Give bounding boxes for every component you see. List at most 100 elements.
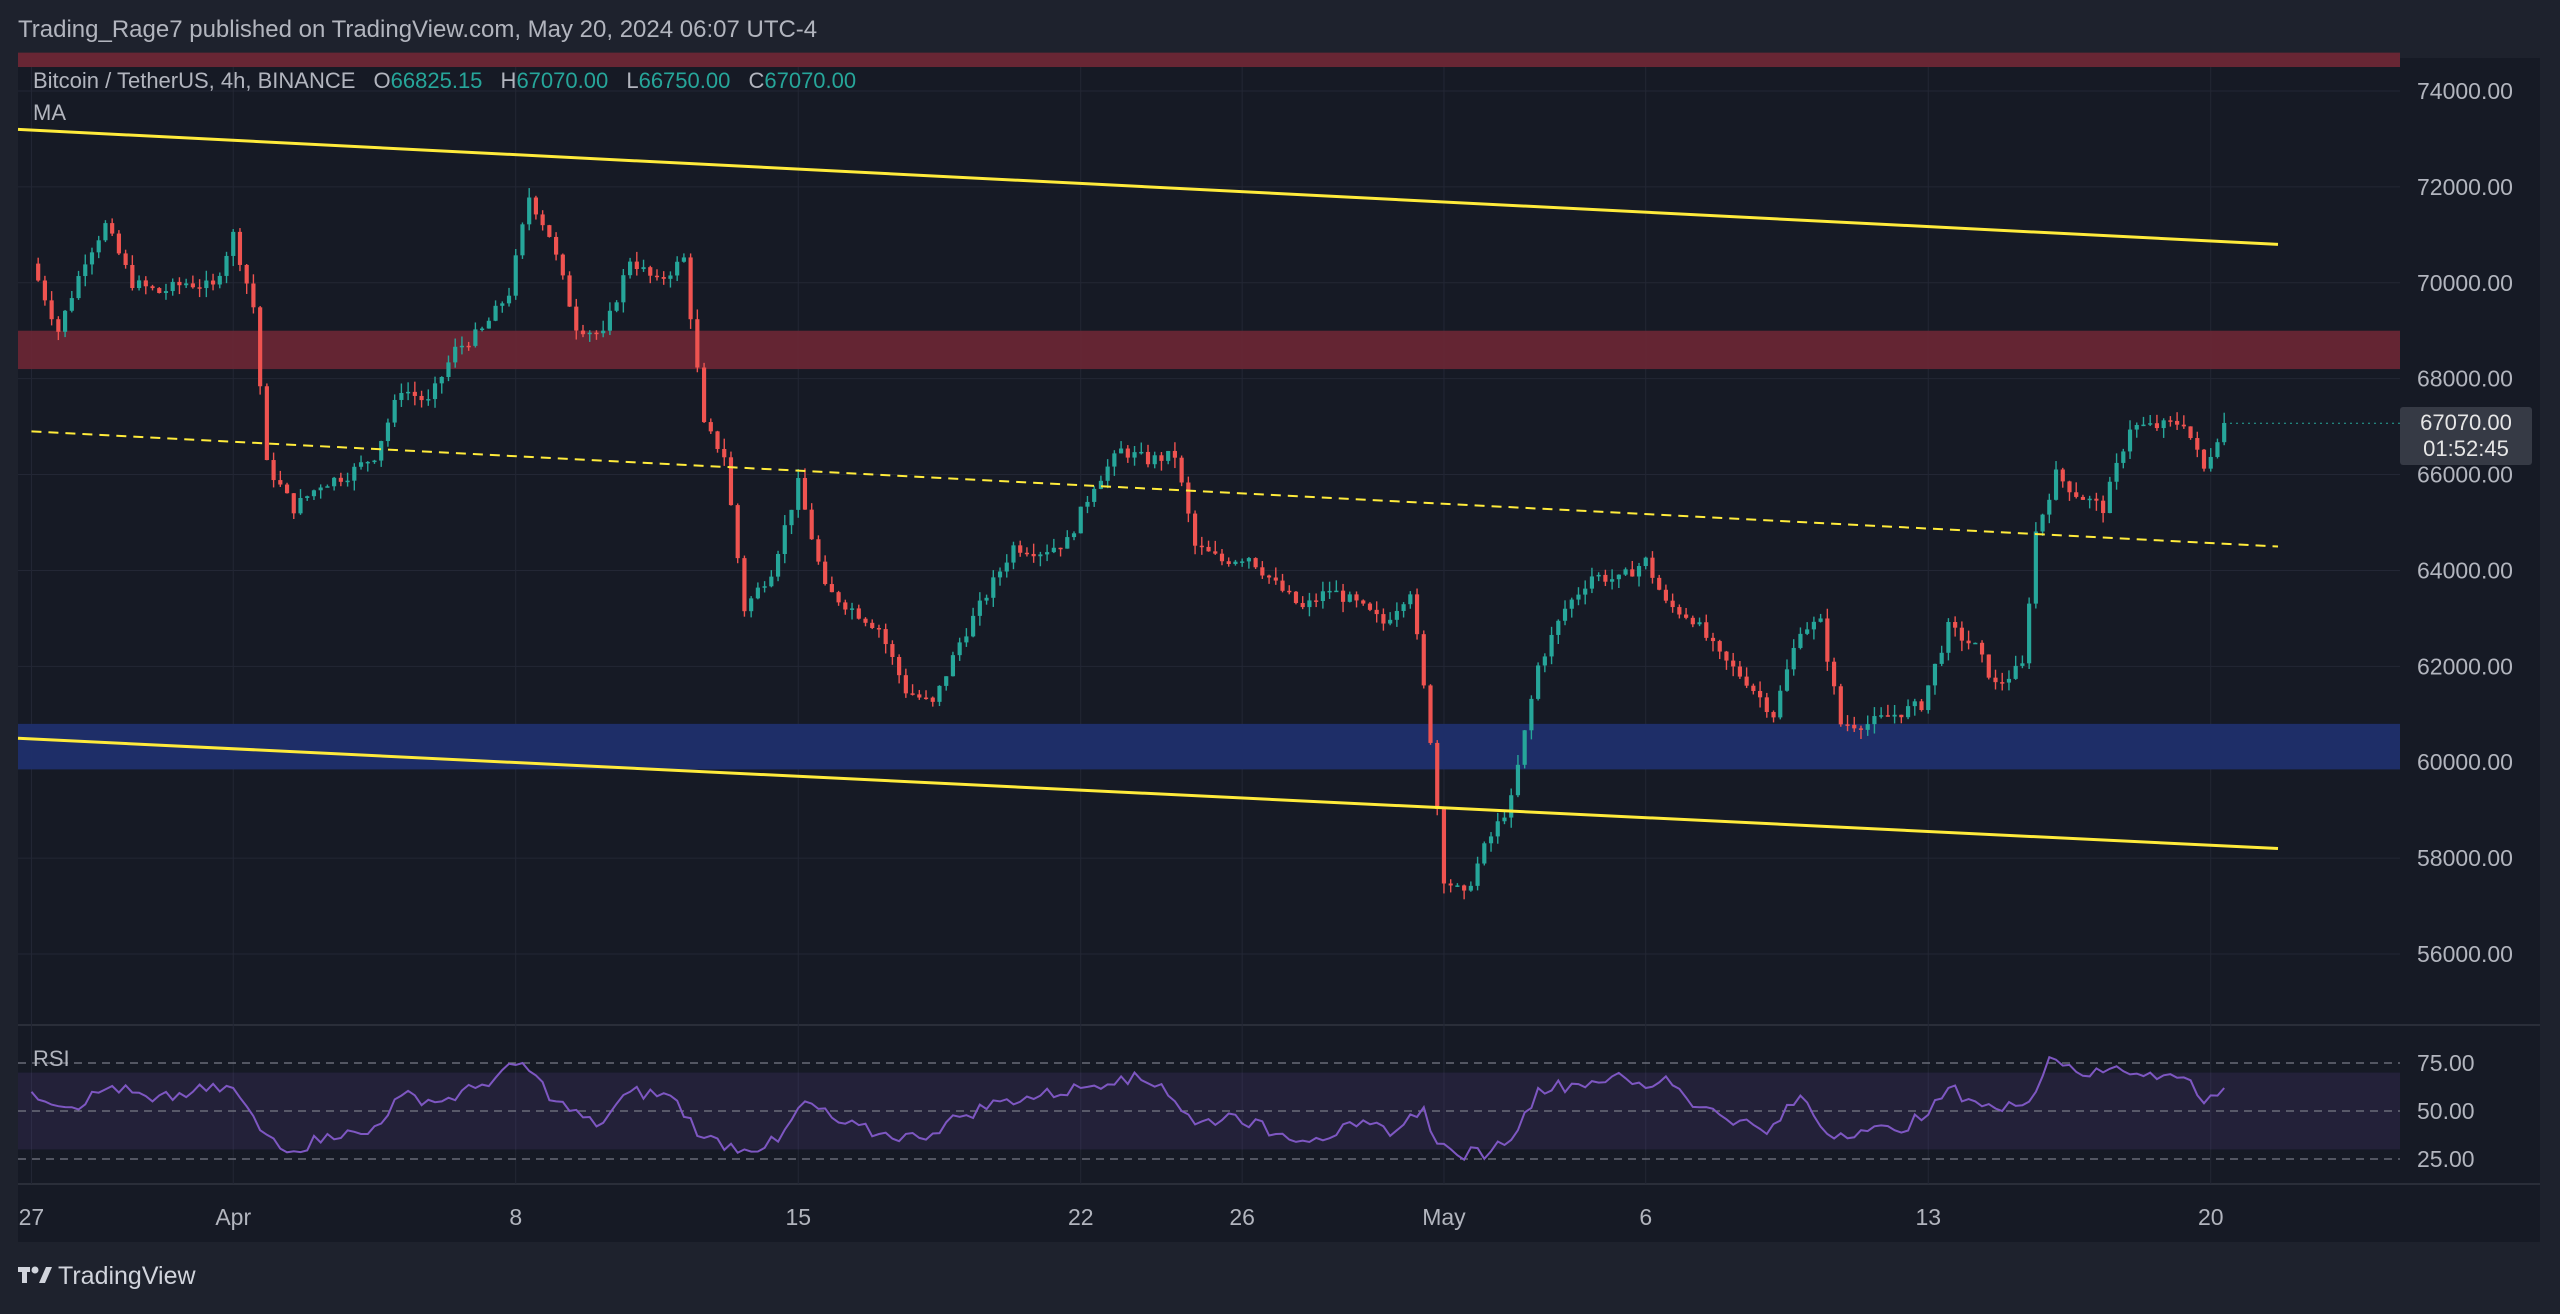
candle-body	[1233, 561, 1238, 565]
candle-body	[1966, 640, 1971, 644]
candle-body	[338, 477, 343, 482]
tradingview-logo[interactable]: TradingView	[18, 1262, 197, 1290]
candle-body	[210, 280, 216, 285]
candle-body	[997, 571, 1003, 578]
candle-body	[1240, 561, 1245, 563]
candle-body	[1482, 843, 1487, 864]
candle-body	[675, 261, 680, 276]
candle-body	[1979, 642, 1985, 655]
candle-body	[493, 305, 498, 321]
candle-body	[1959, 627, 1964, 641]
candle-body	[1381, 614, 1386, 624]
candle-body	[1670, 600, 1675, 608]
time-axis-tick: Apr	[215, 1204, 251, 1230]
candle-body	[1078, 506, 1083, 534]
candle-body	[1684, 614, 1689, 618]
candle-body	[204, 280, 209, 289]
candle-body	[325, 486, 330, 488]
candle-body	[2127, 429, 2133, 452]
candle-body	[849, 608, 855, 610]
candle-body	[372, 460, 377, 463]
candle-body	[110, 223, 115, 234]
candle-body	[1401, 604, 1406, 611]
candle-body	[1132, 452, 1137, 458]
candle-body	[1556, 620, 1561, 635]
candle-body	[2181, 424, 2186, 427]
tradingview-logo-icon	[18, 1266, 52, 1283]
candle-body	[1764, 697, 1769, 713]
candle-body	[2121, 451, 2126, 463]
candle-body	[1805, 629, 1810, 634]
candle-body	[177, 281, 182, 286]
candle-body	[473, 329, 478, 346]
candle-body	[1636, 566, 1642, 577]
candle-body	[244, 264, 249, 284]
candle-body	[89, 252, 95, 265]
candle-body	[500, 303, 505, 306]
candle-body	[1441, 809, 1447, 884]
candle-body	[789, 509, 794, 526]
candle-body	[809, 509, 814, 540]
candle-body	[816, 539, 821, 562]
candle-body	[264, 386, 269, 461]
candle-body	[1892, 714, 1897, 717]
candle-body	[1986, 654, 1991, 678]
candle-body	[654, 275, 660, 278]
candle-body	[843, 602, 848, 610]
channel-upper-trendline[interactable]	[17, 127, 2279, 246]
tradingview-wordmark: TradingView	[58, 1262, 197, 1290]
legend-symbol[interactable]: Bitcoin / TetherUS, 4h, BINANCE O66825.1…	[33, 68, 856, 93]
candle-body	[1051, 547, 1056, 553]
price-axis-tick: 68000.00	[2417, 366, 2513, 392]
candle-body	[1589, 576, 1595, 589]
candle-body	[1825, 618, 1830, 662]
legend-low-value: 66750.00	[639, 68, 731, 93]
candle-body	[1885, 715, 1890, 717]
candle-body	[278, 480, 283, 485]
candle-body	[621, 275, 626, 303]
candle-body	[769, 576, 774, 587]
candle-body	[2033, 531, 2038, 604]
candle-body	[2222, 422, 2227, 443]
candle-body	[1616, 574, 1621, 580]
channel-mid-trendline[interactable]	[31, 430, 2279, 548]
candle-body	[1737, 666, 1742, 677]
candle-body	[856, 608, 861, 619]
price-axis-tick: 62000.00	[2417, 653, 2513, 679]
candle-body	[2168, 420, 2173, 422]
candle-body	[836, 592, 841, 603]
candle-body	[890, 644, 895, 657]
candle-body	[527, 197, 532, 225]
candle-body	[439, 377, 444, 384]
candle-body	[459, 345, 465, 348]
candle-body	[1421, 634, 1426, 686]
rsi-label[interactable]: RSI	[33, 1046, 70, 1071]
candle-body	[897, 656, 902, 676]
ma-indicator-label[interactable]: MA	[33, 100, 66, 125]
candle-body	[1663, 589, 1669, 601]
price-axis-tick: 74000.00	[2417, 78, 2513, 104]
rsi-indicator: 75.00 50.00 25.00	[18, 1050, 2475, 1172]
channel-lower-trendline[interactable]	[17, 736, 2279, 851]
candle-body	[1092, 488, 1097, 502]
candle-body	[1462, 885, 1467, 891]
time-axis-tick: May	[1422, 1204, 1466, 1230]
candle-body	[379, 441, 384, 461]
candle-body	[930, 697, 935, 702]
candle-body	[775, 554, 781, 577]
candle-body	[1536, 665, 1541, 699]
candle-body	[1374, 609, 1379, 615]
candle-body	[1327, 590, 1332, 593]
candle-body	[2053, 469, 2059, 500]
candle-body	[318, 487, 323, 491]
candle-body	[681, 257, 686, 262]
last-price-value: 67070.00	[2420, 410, 2512, 435]
candle-body	[1919, 701, 1924, 711]
legend-open-value: 66825.15	[391, 68, 483, 93]
candle-body	[1495, 821, 1500, 837]
candle-body	[1596, 574, 1601, 577]
candle-body	[1905, 706, 1911, 718]
candle-body	[1024, 552, 1030, 555]
candle-body	[1771, 712, 1776, 718]
candle-body	[2080, 496, 2086, 500]
